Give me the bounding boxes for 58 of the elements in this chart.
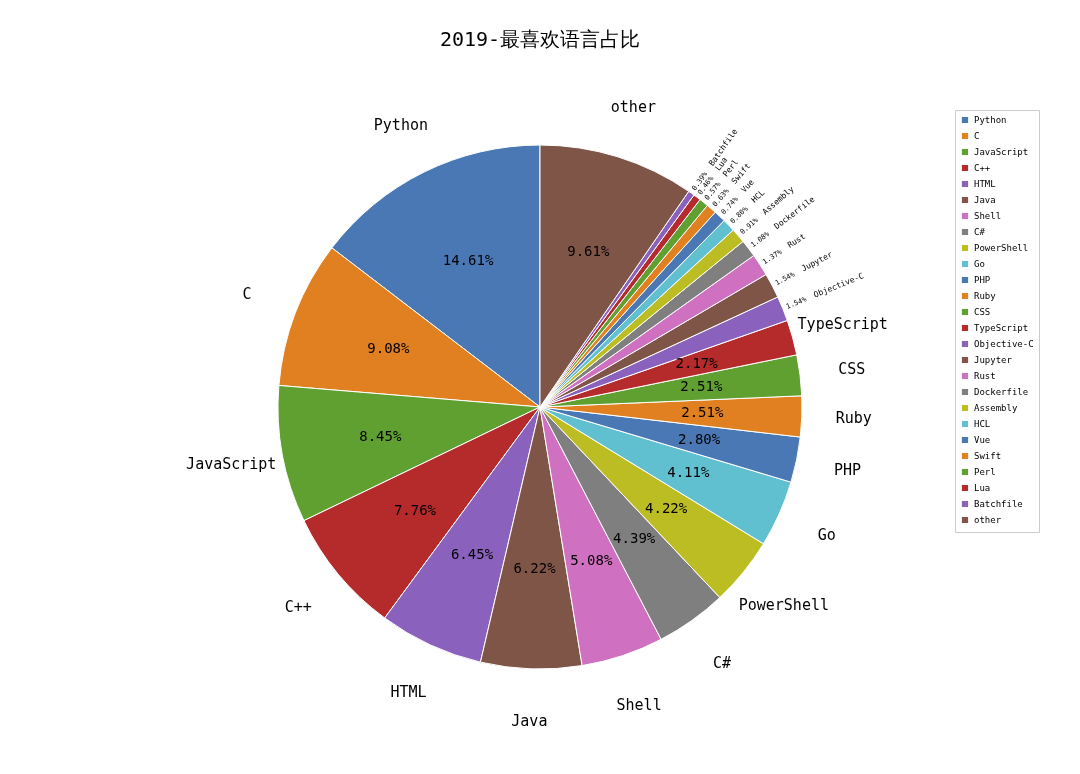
slice-label: TypeScript (797, 314, 888, 333)
data-label: 2.17% (675, 354, 719, 371)
slice-label: JavaScript (186, 455, 277, 474)
slice-label: PowerShell (738, 595, 829, 614)
legend-label: Lua (974, 483, 991, 493)
slice-label: C# (713, 653, 732, 672)
data-label: 14.61% (442, 252, 494, 269)
slice-label: CSS (838, 359, 866, 378)
data-label: 4.22% (645, 500, 688, 517)
legend-label: Rust (974, 371, 996, 381)
legend-label: TypeScript (974, 323, 1029, 333)
legend-label: Go (974, 259, 985, 269)
legend-label: JavaScript (974, 147, 1029, 157)
legend-label: C# (974, 227, 986, 237)
legend-label: other (974, 515, 1002, 525)
data-label: 2.51% (680, 378, 723, 395)
chart-title: 2019-最喜欢语言占比 (439, 27, 641, 51)
legend-label: Dockerfile (974, 387, 1029, 397)
data-label: 5.08% (570, 552, 613, 569)
legend-label: PowerShell (974, 243, 1029, 253)
legend-label: Java (974, 195, 996, 205)
data-label: 6.45% (450, 545, 494, 562)
data-label: 8.45% (359, 427, 402, 444)
legend-label: Ruby (974, 291, 997, 301)
slice-label: HCL (749, 187, 767, 205)
legend-label: HCL (974, 419, 991, 429)
legend-label: Batchfile (974, 499, 1023, 509)
slice-label: HTML (390, 683, 427, 702)
slice-label: PHP (834, 461, 862, 480)
data-label: 2.80% (678, 430, 721, 447)
slice-label: Ruby (835, 409, 872, 428)
slice-label: Go (817, 526, 836, 545)
legend-label: Jupyter (974, 355, 1013, 365)
legend-label: PHP (974, 275, 991, 285)
legend-label: C++ (974, 163, 991, 173)
legend-label: Swift (974, 451, 1002, 461)
legend-label: Objective-C (974, 339, 1034, 349)
legend-label: HTML (974, 179, 996, 189)
slice-label: Java (511, 711, 548, 730)
legend-label: Assembly (974, 403, 1018, 413)
data-label: 7.76% (393, 501, 437, 518)
slice-label: C (242, 285, 252, 304)
data-label: 2.51% (681, 403, 724, 420)
slice-label: C++ (284, 598, 312, 617)
legend-label: C (974, 131, 980, 141)
legend-label: Python (974, 115, 1007, 125)
legend-label: CSS (974, 307, 991, 317)
slice-label: other (610, 98, 656, 117)
legend-label: Perl (974, 467, 996, 477)
legend-label: Vue (974, 435, 991, 445)
slice-label: Python (373, 116, 428, 135)
data-label: 9.08% (367, 339, 411, 356)
data-label: 4.11% (667, 464, 710, 481)
data-label: 6.22% (513, 560, 557, 577)
slice-label: Shell (616, 695, 662, 714)
data-label: 9.61% (567, 242, 610, 259)
legend-label: Shell (974, 211, 1002, 221)
data-label: 4.39% (613, 530, 656, 547)
